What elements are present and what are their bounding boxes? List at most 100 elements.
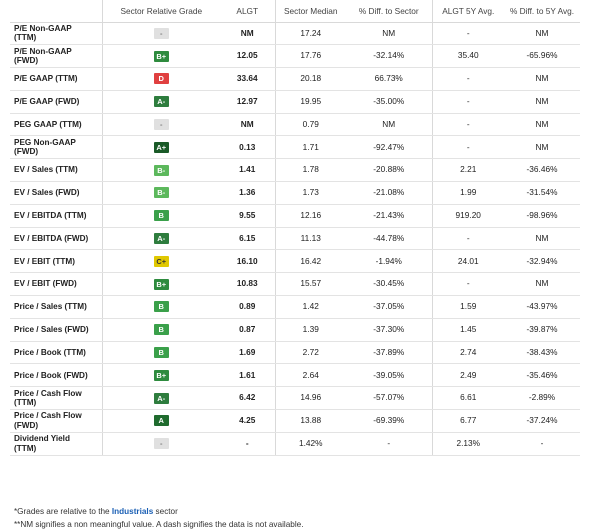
grade-badge: B+: [153, 369, 169, 381]
grade-badge-cell: C+: [102, 249, 220, 274]
sector-median: 11.13: [274, 227, 346, 251]
diff-to-5y-avg: -38.43%: [504, 341, 580, 365]
five-year-avg: -: [432, 67, 504, 91]
sector-median: 1.42: [274, 295, 346, 319]
table-header-row: Sector Relative Grade ALGT Sector Median…: [10, 0, 580, 23]
diff-to-5y-avg: -32.94%: [504, 249, 580, 274]
grade-badge: B+: [153, 50, 169, 62]
company-value: 1.61: [220, 363, 275, 388]
grade-badge: B: [153, 347, 169, 359]
diff-to-sector: 66.73%: [346, 67, 433, 91]
metric-label: EV / EBIT (FWD): [10, 272, 103, 297]
sector-median: 1.42%: [274, 432, 346, 456]
metric-label: P/E GAAP (FWD): [10, 90, 103, 114]
sector-median: 12.16: [274, 204, 346, 228]
grade-badge-cell: B: [102, 295, 220, 319]
sector-median: 14.96: [274, 386, 346, 411]
metric-label: Price / Book (FWD): [10, 363, 103, 388]
diff-to-sector: NM: [346, 113, 433, 137]
grade-badge-cell: B: [102, 341, 220, 365]
sector-median: 1.78: [274, 158, 346, 183]
sector-median: 19.95: [274, 90, 346, 114]
five-year-avg: 6.77: [432, 409, 504, 433]
grade-badge-cell: B: [102, 318, 220, 342]
diff-to-sector: -69.39%: [346, 409, 433, 433]
footnote-grades-prefix: *Grades are relative to the: [14, 507, 112, 516]
grade-badge: B-: [153, 187, 169, 199]
header-grade: Sector Relative Grade: [102, 0, 220, 23]
metric-label: Price / Book (TTM): [10, 341, 103, 365]
table-row: EV / Sales (TTM) B- 1.41 1.78 -20.88% 2.21 -36…: [10, 158, 580, 183]
diff-to-sector: -: [346, 432, 433, 456]
grade-badge-cell: A: [102, 409, 220, 433]
sector-link[interactable]: Industrials: [111, 507, 154, 516]
table-row: P/E GAAP (FWD) A- 12.97 19.95 -35.00% - NM: [10, 90, 580, 114]
sector-median: 15.57: [274, 272, 346, 297]
five-year-avg: -: [432, 272, 504, 297]
five-year-avg: 1.99: [432, 181, 504, 205]
company-value: 33.64: [220, 67, 275, 91]
five-year-avg: -: [432, 113, 504, 137]
metric-label: EV / Sales (TTM): [10, 158, 103, 183]
sector-median: 1.73: [274, 181, 346, 205]
five-year-avg: 1.59: [432, 295, 504, 319]
diff-to-sector: -44.78%: [346, 227, 433, 251]
diff-to-sector: -1.94%: [346, 249, 433, 274]
grade-badge-cell: -: [102, 432, 220, 456]
diff-to-5y-avg: -31.54%: [504, 181, 580, 205]
footnote-grades: *Grades are relative to the Industrials …: [14, 505, 303, 518]
header-diff5y: % Diff. to 5Y Avg.: [504, 0, 580, 23]
metric-label: P/E GAAP (TTM): [10, 67, 103, 91]
diff-to-5y-avg: NM: [504, 272, 580, 297]
five-year-avg: 2.21: [432, 158, 504, 183]
table-row: EV / EBITDA (FWD) A- 6.15 11.13 -44.78% - NM: [10, 227, 580, 251]
diff-to-5y-avg: -36.46%: [504, 158, 580, 183]
five-year-avg: 2.74: [432, 341, 504, 365]
diff-to-sector: -92.47%: [346, 135, 433, 160]
diff-to-5y-avg: NM: [504, 22, 580, 46]
diff-to-5y-avg: -35.46%: [504, 363, 580, 388]
grade-badge-cell: B+: [102, 272, 220, 297]
grade-badge: -: [153, 27, 169, 39]
grade-badge: A: [153, 415, 169, 427]
footnotes: *Grades are relative to the Industrials …: [14, 505, 303, 529]
grade-badge: A+: [153, 141, 169, 153]
company-value: 1.69: [220, 341, 275, 365]
company-value: 0.13: [220, 135, 275, 160]
diff-to-5y-avg: -43.97%: [504, 295, 580, 319]
grade-badge: D: [153, 73, 169, 85]
grade-badge-cell: B-: [102, 158, 220, 183]
table-row: EV / EBIT (FWD) B+ 10.83 15.57 -30.45% - NM: [10, 272, 580, 297]
diff-to-sector: -21.43%: [346, 204, 433, 228]
grade-badge: B: [153, 301, 169, 313]
table-row: P/E Non-GAAP (FWD) B+ 12.05 17.76 -32.14% 35.…: [10, 44, 580, 69]
metric-label: EV / EBITDA (TTM): [10, 204, 103, 228]
table-row: Price / Cash Flow (FWD) A 4.25 13.88 -69.39%…: [10, 409, 580, 433]
diff-to-sector: -30.45%: [346, 272, 433, 297]
grade-badge: B+: [153, 278, 169, 290]
grade-badge-cell: D: [102, 67, 220, 91]
grade-badge-cell: A+: [102, 135, 220, 160]
header-avg5y: ALGT 5Y Avg.: [432, 0, 504, 23]
diff-to-5y-avg: -: [504, 432, 580, 456]
metric-label: P/E Non-GAAP (FWD): [10, 44, 103, 69]
grade-badge-cell: B+: [102, 363, 220, 388]
table-row: EV / EBITDA (TTM) B 9.55 12.16 -21.43% 919.20…: [10, 204, 580, 228]
five-year-avg: 35.40: [432, 44, 504, 69]
company-value: 12.05: [220, 44, 275, 69]
diff-to-5y-avg: NM: [504, 227, 580, 251]
diff-to-sector: -39.05%: [346, 363, 433, 388]
five-year-avg: 1.45: [432, 318, 504, 342]
company-value: 10.83: [220, 272, 275, 297]
footnote-nm: **NM signifies a non meaningful value. A…: [14, 520, 304, 529]
diff-to-5y-avg: -98.96%: [504, 204, 580, 228]
valuation-table: Sector Relative Grade ALGT Sector Median…: [10, 0, 580, 456]
company-value: 0.87: [220, 318, 275, 342]
grade-badge: A-: [153, 96, 169, 108]
grade-badge-cell: -: [102, 113, 220, 137]
company-value: 4.25: [220, 409, 275, 433]
diff-to-sector: -57.07%: [346, 386, 433, 411]
five-year-avg: -: [432, 22, 504, 46]
five-year-avg: 24.01: [432, 249, 504, 274]
diff-to-5y-avg: -37.24%: [504, 409, 580, 433]
